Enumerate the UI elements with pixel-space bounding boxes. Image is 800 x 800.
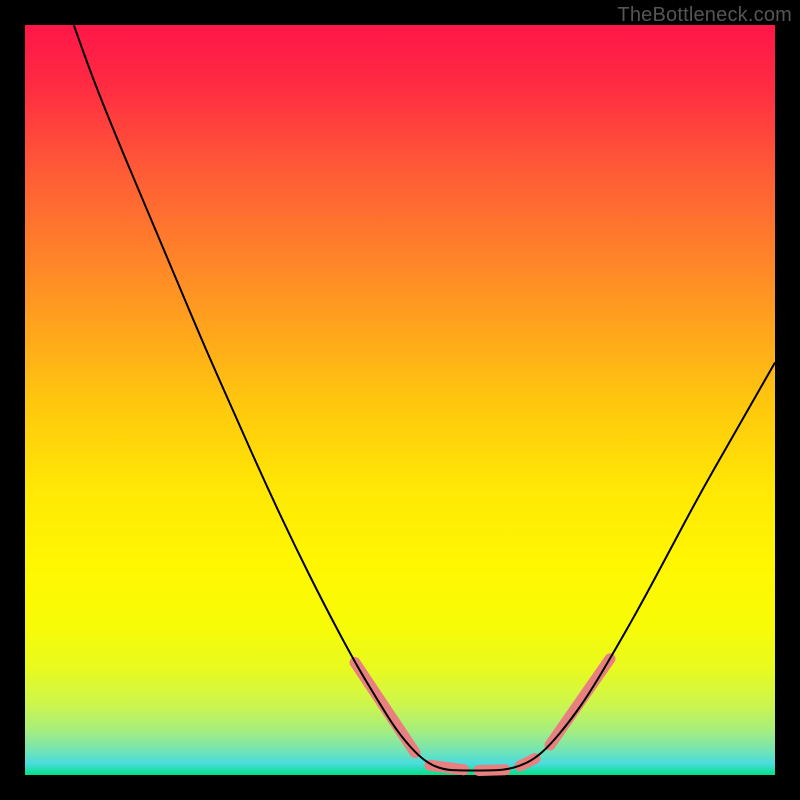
watermark-label: TheBottleneck.com <box>617 4 792 27</box>
bottleneck-chart: TheBottleneck.com <box>0 0 800 800</box>
chart-background <box>25 25 775 775</box>
chart-svg <box>0 0 800 800</box>
